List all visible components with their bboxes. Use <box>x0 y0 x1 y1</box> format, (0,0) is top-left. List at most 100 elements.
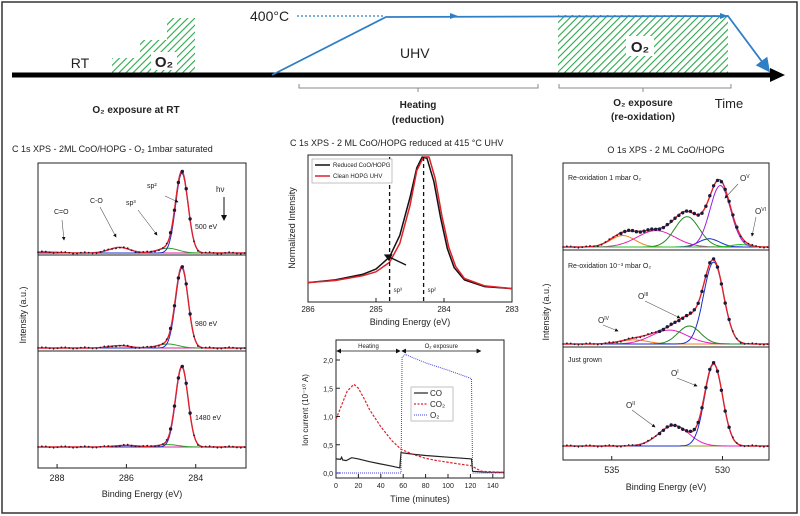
data-point <box>566 444 568 447</box>
x-tick-label: 80 <box>422 483 430 490</box>
data-point <box>608 341 611 344</box>
data-point <box>208 251 211 254</box>
data-point <box>751 243 754 246</box>
data-point <box>747 242 750 245</box>
data-point <box>600 343 603 346</box>
y-tick-label: 0,0 <box>323 471 333 478</box>
data-point <box>60 445 63 448</box>
data-point <box>44 346 47 349</box>
panel-title: O 1s XPS - 2 ML CoO/HOPG <box>607 145 724 155</box>
data-point <box>620 340 622 343</box>
component-peak <box>563 261 769 345</box>
data-point <box>146 444 149 447</box>
data-point <box>168 231 173 235</box>
data-point <box>87 445 90 448</box>
peak-annotation-sup: V <box>746 174 750 180</box>
data-point <box>643 335 645 337</box>
data-point <box>759 343 761 346</box>
o2-label-left: O₂ <box>155 54 173 71</box>
data-point <box>566 245 568 248</box>
data-point <box>612 236 615 239</box>
data-point <box>200 446 203 448</box>
data-point <box>688 209 693 214</box>
data-point <box>142 445 145 447</box>
data-point <box>37 446 39 448</box>
data-point <box>696 213 700 217</box>
data-point <box>37 251 39 254</box>
data-point <box>64 445 67 448</box>
data-point <box>719 180 724 184</box>
panel-title: C 1s XPS - 2ML CoO/HOPG - O₂ 1mbar satur… <box>12 144 213 154</box>
envelope-fit <box>563 178 769 248</box>
data-point <box>103 445 106 447</box>
data-point <box>604 342 607 344</box>
data-point <box>72 446 74 449</box>
data-point <box>122 246 125 249</box>
data-point <box>161 247 164 249</box>
annotation-arrow <box>644 300 681 319</box>
plot-frame <box>335 339 505 479</box>
spectrum-label: Just grown <box>568 357 602 364</box>
data-point <box>228 346 231 349</box>
data-point <box>755 444 757 447</box>
data-point <box>681 427 685 431</box>
data-point <box>684 209 689 213</box>
data-point <box>107 445 110 447</box>
data-point <box>657 431 662 436</box>
data-point <box>593 445 595 447</box>
legend-co2: CO₂ <box>430 400 445 409</box>
data-point <box>747 342 750 345</box>
data-point <box>711 257 716 261</box>
data-point <box>197 345 199 347</box>
ann-sp3: sp³ <box>126 200 136 207</box>
ylabel: Intensity (a.u.) <box>18 286 28 343</box>
data-point <box>200 252 203 254</box>
data-point <box>562 246 564 248</box>
data-point <box>654 435 657 437</box>
data-point <box>700 406 704 410</box>
data-point <box>727 425 731 429</box>
data-point <box>146 345 149 348</box>
data-point <box>596 445 599 448</box>
data-point <box>150 445 153 447</box>
data-point <box>711 361 716 365</box>
data-point <box>197 444 199 446</box>
bracket-reoxidation <box>558 84 732 92</box>
data-point <box>122 344 125 347</box>
data-point <box>627 228 631 232</box>
spectrum-label: 500 eV <box>195 224 218 231</box>
annotation-arrow <box>602 324 619 332</box>
data-point <box>569 342 572 345</box>
data-point <box>232 445 234 448</box>
data-point <box>119 445 121 447</box>
x-tick-label: 120 <box>465 483 477 490</box>
data-point <box>180 169 184 174</box>
peak-annotation-sup: III <box>644 292 648 298</box>
data-point <box>612 444 615 447</box>
data-point <box>577 246 580 249</box>
data-point <box>161 342 164 345</box>
data-point <box>650 437 653 440</box>
data-point <box>37 347 39 349</box>
peak-annotation: OVI <box>755 207 766 216</box>
data-point <box>204 346 207 349</box>
data-point <box>569 444 572 447</box>
ann-hv: hν <box>216 185 224 194</box>
data-point <box>669 322 673 326</box>
data-point <box>589 342 591 345</box>
data-point <box>200 347 203 349</box>
phase3-line2: (re-oxidation) <box>611 112 675 123</box>
data-point <box>661 428 666 432</box>
data-point <box>165 338 168 341</box>
shift-arrow <box>383 254 407 266</box>
data-point <box>239 446 242 449</box>
data-point <box>184 381 188 385</box>
peak-annotation: OV <box>740 174 750 183</box>
data-point <box>72 347 74 350</box>
data-point <box>68 251 71 254</box>
xlabel: Binding Energy (eV) <box>102 489 183 499</box>
data-point <box>95 252 98 255</box>
data-point <box>647 333 649 335</box>
data-point <box>723 187 727 192</box>
